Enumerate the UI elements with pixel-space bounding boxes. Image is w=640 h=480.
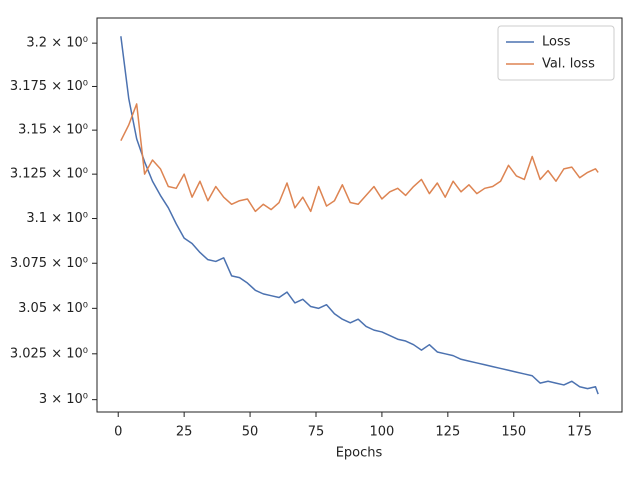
- plot-frame: [96, 17, 623, 413]
- legend-label: Loss: [542, 35, 571, 50]
- y-tick-label: 3.1 × 10⁰: [26, 211, 88, 226]
- series-line: [120, 36, 599, 395]
- y-tick-label: 3.125 × 10⁰: [10, 167, 88, 182]
- y-tick-label: 3 × 10⁰: [39, 392, 88, 407]
- y-tick-label: 3.15 × 10⁰: [18, 123, 88, 138]
- y-tick-label: 3.025 × 10⁰: [10, 346, 88, 361]
- legend-box: [497, 25, 615, 81]
- x-tick-label: 75: [308, 425, 325, 440]
- series-line: [120, 103, 599, 213]
- y-tick-label: 3.175 × 10⁰: [10, 79, 88, 94]
- y-tick-label: 3.2 × 10⁰: [26, 36, 88, 51]
- legend-label: Val. loss: [542, 57, 595, 72]
- x-tick-label: 150: [501, 425, 526, 440]
- y-tick-label: 3.075 × 10⁰: [10, 256, 88, 271]
- y-tick-label: 3.05 × 10⁰: [18, 301, 88, 316]
- x-tick-label: 25: [176, 425, 193, 440]
- x-tick-label: 100: [369, 425, 394, 440]
- x-tick-label: 0: [114, 425, 122, 440]
- x-axis-label: Epochs: [336, 446, 383, 461]
- x-tick-label: 50: [242, 425, 259, 440]
- x-tick-label: 175: [567, 425, 592, 440]
- x-tick-label: 125: [435, 425, 460, 440]
